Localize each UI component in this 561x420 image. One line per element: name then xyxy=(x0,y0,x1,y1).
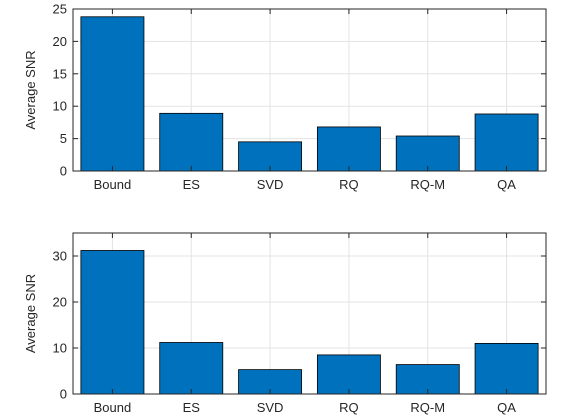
plot-area xyxy=(73,9,546,171)
bar-qa xyxy=(474,113,539,172)
bottom-bar-chart: 0 10 20 30 Bound ES SVD RQ RQ-M QA Average SNR xyxy=(23,232,547,415)
x-tick-label: Bound xyxy=(94,400,132,415)
top-bar-chart: 0 5 10 15 20 25 Bound ES SVD RQ RQ-M QA Average SNR xyxy=(23,2,547,192)
y-tick-label: 0 xyxy=(60,387,67,402)
x-tick-label: QA xyxy=(497,400,516,415)
bar-rq-m xyxy=(395,135,460,172)
bar-bound xyxy=(80,250,145,395)
y-tick-label: 0 xyxy=(60,164,67,179)
x-tick-label: ES xyxy=(183,177,201,192)
x-tick-label: QA xyxy=(497,177,516,192)
x-tick-label: SVD xyxy=(257,400,284,415)
x-tick-label: RQ xyxy=(339,177,359,192)
x-tick-label: RQ xyxy=(339,400,359,415)
bar-rq xyxy=(316,126,381,172)
bar-es xyxy=(159,342,224,395)
y-tick-label: 5 xyxy=(60,131,67,146)
axes-box xyxy=(72,232,547,395)
y-axis-title: Average SNR xyxy=(23,50,38,129)
axes-box xyxy=(72,8,547,172)
x-tick-label: SVD xyxy=(257,177,284,192)
bar-es xyxy=(159,112,224,172)
y-tick-label: 30 xyxy=(53,249,67,264)
bar-rq xyxy=(316,354,381,395)
y-tick-label: 20 xyxy=(53,295,67,310)
y-axis-title: Average SNR xyxy=(23,274,38,353)
y-tick-label: 10 xyxy=(53,341,67,356)
bar-qa xyxy=(474,342,539,395)
y-tick-label: 25 xyxy=(53,2,67,17)
y-tick-label: 20 xyxy=(53,34,67,49)
y-tick-label: 10 xyxy=(53,99,67,114)
y-tick-label: 15 xyxy=(53,66,67,81)
plot-area xyxy=(73,233,546,394)
x-tick-label: ES xyxy=(183,400,201,415)
x-tick-label: RQ-M xyxy=(410,400,445,415)
bar-bound xyxy=(80,16,145,172)
x-tick-label: RQ-M xyxy=(410,177,445,192)
x-tick-label: Bound xyxy=(94,177,132,192)
